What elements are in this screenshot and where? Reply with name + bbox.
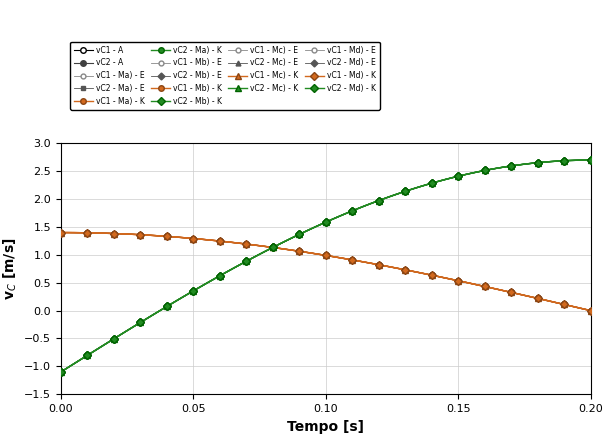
Legend: vC1 - A, vC2 - A, vC1 - Ma) - E, vC2 - Ma) - E, vC1 - Ma) - K, vC2 - Ma) - K, vC: vC1 - A, vC2 - A, vC1 - Ma) - E, vC2 - M… (70, 42, 380, 110)
X-axis label: Tempo [s]: Tempo [s] (287, 419, 364, 434)
Y-axis label: v$_C$ [m/s]: v$_C$ [m/s] (1, 237, 19, 300)
